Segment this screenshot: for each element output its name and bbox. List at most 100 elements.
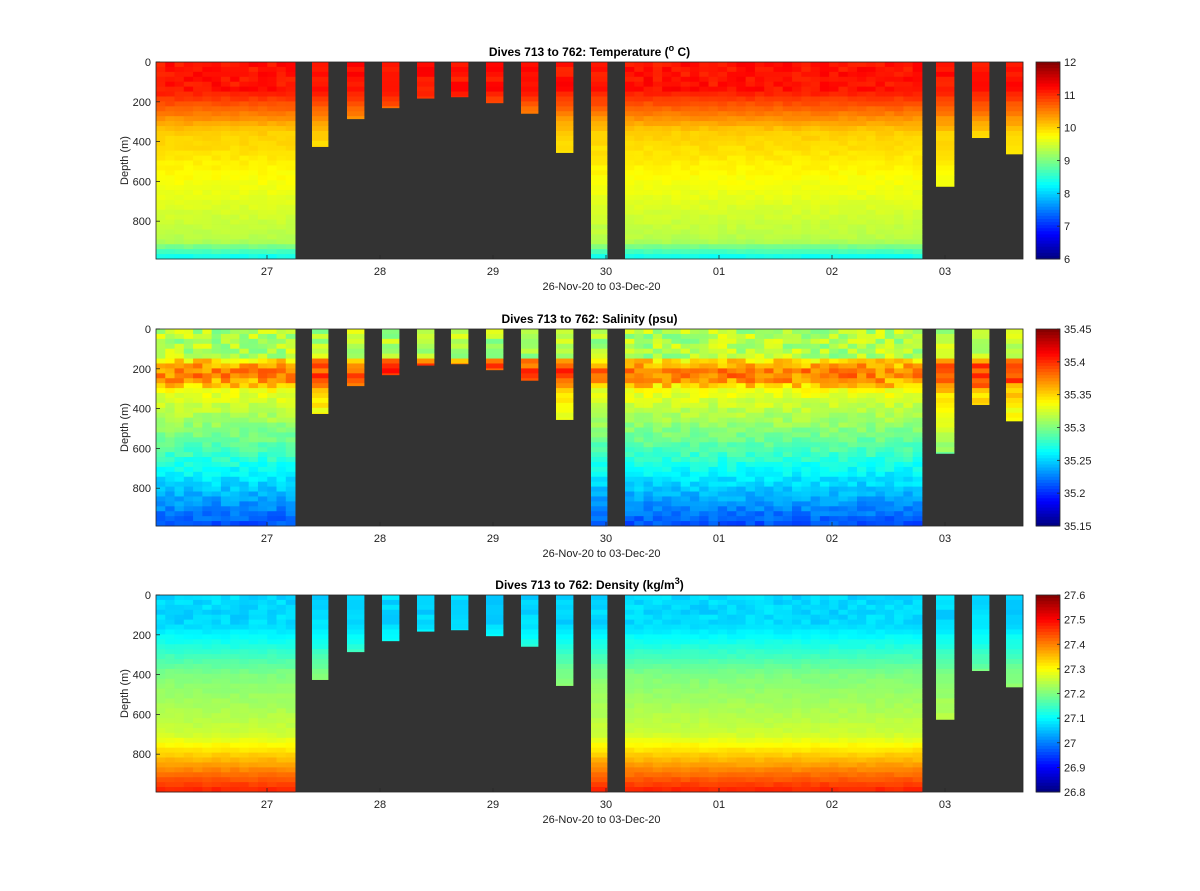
heatmap-cell — [165, 190, 175, 196]
heatmap-cell — [745, 432, 756, 438]
heatmap-cell — [625, 412, 635, 419]
heatmap-cell — [174, 604, 185, 611]
heatmap-cell — [230, 383, 240, 389]
heatmap-cell — [717, 254, 728, 260]
heatmap-cell — [717, 91, 728, 97]
heatmap-cell — [165, 348, 175, 355]
heatmap-cell — [689, 511, 700, 517]
heatmap-cell — [764, 214, 774, 220]
colorbar-swatch — [1036, 356, 1060, 361]
heatmap-cell — [634, 343, 644, 350]
heatmap-cell — [652, 461, 663, 468]
heatmap-cell — [857, 219, 867, 225]
heatmap-cell — [819, 229, 830, 235]
heatmap-cell — [773, 150, 784, 156]
heatmap-cell — [689, 130, 700, 137]
heatmap-cell — [202, 476, 213, 483]
heatmap-cell — [239, 644, 250, 650]
heatmap-cell — [382, 62, 400, 68]
heatmap-cell — [248, 693, 259, 699]
heatmap-cell — [248, 130, 259, 137]
heatmap-cell — [903, 521, 914, 527]
heatmap-cell — [727, 393, 737, 399]
heatmap-cell — [625, 101, 635, 107]
heatmap-cell — [276, 388, 287, 394]
heatmap-cell — [248, 713, 259, 719]
heatmap-cell — [810, 471, 821, 478]
heatmap-cell — [903, 150, 914, 156]
heatmap-cell — [652, 417, 663, 423]
heatmap-cell — [662, 397, 672, 404]
heatmap-cell — [248, 437, 259, 443]
heatmap-cell — [699, 348, 709, 355]
heatmap-cell — [671, 348, 682, 355]
heatmap-cell — [625, 62, 635, 68]
heatmap-cell — [165, 521, 175, 527]
heatmap-cell — [857, 76, 867, 83]
heatmap-cell — [248, 348, 259, 355]
heatmap-cell — [671, 214, 682, 220]
heatmap-cell — [521, 106, 539, 112]
heatmap-cell — [792, 76, 802, 83]
heatmap-cell — [727, 368, 737, 374]
heatmap-cell — [810, 190, 821, 196]
heatmap-cell — [736, 461, 747, 468]
heatmap-cell — [652, 457, 663, 463]
heatmap-cell — [792, 91, 802, 97]
heatmap-cell — [912, 140, 923, 147]
heatmap-cell — [819, 383, 830, 389]
heatmap-cell — [248, 224, 259, 230]
heatmap-cell — [819, 150, 830, 156]
heatmap-cell — [736, 427, 747, 433]
colorbar-swatch — [1036, 157, 1060, 161]
heatmap-cell — [699, 190, 709, 196]
heatmap-cell — [912, 383, 923, 389]
heatmap-cell — [671, 209, 682, 216]
heatmap-cell — [267, 402, 277, 409]
heatmap-cell — [239, 718, 250, 724]
heatmap-cell — [230, 619, 240, 625]
heatmap-cell — [239, 254, 250, 260]
heatmap-cell — [211, 491, 222, 497]
heatmap-cell — [782, 116, 793, 122]
heatmap-cell — [801, 180, 812, 186]
heatmap-cell — [220, 397, 231, 404]
heatmap-cell — [847, 160, 858, 166]
heatmap-cell — [248, 204, 259, 211]
heatmap-cell — [248, 229, 259, 235]
heatmap-cell — [634, 204, 644, 211]
heatmap-cell — [819, 106, 830, 112]
heatmap-cell — [652, 476, 663, 483]
heatmap-cell — [193, 644, 203, 650]
heatmap-cell — [183, 81, 194, 88]
heatmap-cell — [643, 111, 654, 117]
heatmap-cell — [717, 481, 728, 487]
heatmap-cell — [819, 422, 830, 428]
heatmap-cell — [276, 407, 287, 414]
title-main: Dives 713 to 762: Temperature ( — [489, 45, 669, 59]
heatmap-cell — [451, 338, 469, 345]
heatmap-cell — [211, 234, 222, 240]
heatmap-cell — [671, 407, 682, 414]
heatmap-cell — [866, 175, 876, 181]
heatmap-cell — [717, 96, 728, 102]
heatmap-cell — [634, 368, 644, 374]
heatmap-cell — [782, 244, 793, 250]
heatmap-cell — [556, 363, 574, 369]
heatmap-cell — [174, 388, 185, 394]
heatmap-cell — [643, 338, 654, 345]
dive-column — [652, 62, 663, 260]
heatmap-cell — [717, 348, 728, 355]
heatmap-cell — [257, 737, 268, 744]
heatmap-cell — [912, 106, 923, 112]
heatmap-cell — [239, 595, 250, 601]
heatmap-cell — [699, 486, 709, 492]
heatmap-cell — [662, 516, 672, 522]
heatmap-cell — [230, 713, 240, 719]
heatmap-cell — [764, 116, 774, 122]
x-tick-label: 02 — [826, 266, 838, 278]
heatmap-cell — [174, 62, 185, 68]
heatmap-cell — [717, 516, 728, 522]
heatmap-cell — [847, 457, 858, 463]
heatmap-cell — [708, 194, 719, 201]
